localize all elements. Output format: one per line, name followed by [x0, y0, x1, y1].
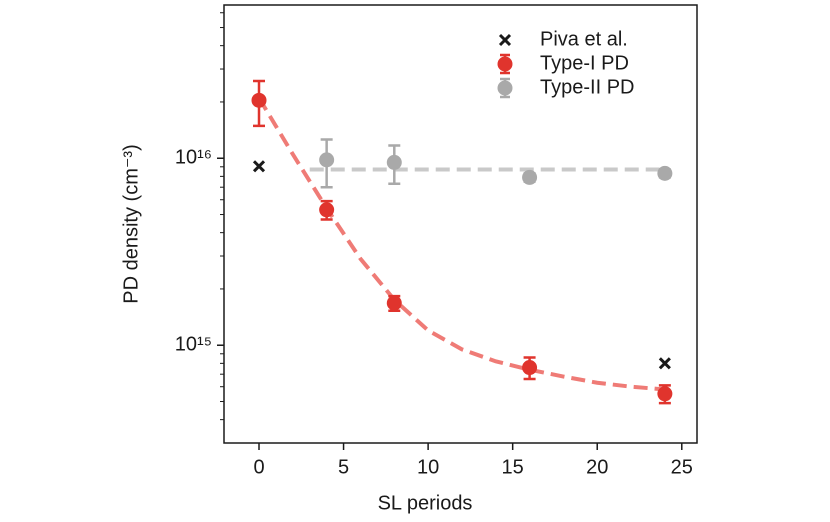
fit-line	[257, 96, 666, 392]
legend-label: Type-I PD	[540, 52, 629, 74]
point	[252, 160, 266, 173]
point	[522, 360, 538, 376]
legend-label: Type-II PD	[540, 76, 634, 98]
point	[319, 202, 335, 218]
marker-stroke	[252, 160, 266, 173]
marker-stroke	[658, 357, 671, 370]
x-tick-label: 25	[671, 456, 693, 478]
x-tick-label: 15	[502, 456, 524, 478]
legend-marker	[497, 56, 513, 72]
x-axis-label: SL periods	[378, 492, 473, 514]
x-tick-label: 20	[586, 456, 608, 478]
point	[386, 295, 402, 311]
x-tick-label: 0	[253, 456, 264, 478]
point	[658, 357, 671, 370]
point	[386, 154, 402, 170]
point	[522, 169, 538, 185]
legend-marker	[497, 80, 513, 96]
y-tick-label: 10¹⁶	[175, 147, 212, 169]
marker-stroke	[498, 33, 512, 47]
point	[251, 92, 267, 108]
legend-marker	[498, 33, 512, 47]
point	[657, 165, 673, 181]
legend-label: Piva et al.	[540, 28, 628, 50]
y-axis-label: PD density (cm⁻³)	[120, 144, 142, 303]
y-tick-label: 10¹⁵	[175, 334, 212, 356]
point	[657, 386, 673, 402]
x-tick-label: 5	[338, 456, 349, 478]
x-tick-label: 10	[417, 456, 439, 478]
plot-frame	[223, 4, 698, 444]
point	[319, 152, 335, 168]
